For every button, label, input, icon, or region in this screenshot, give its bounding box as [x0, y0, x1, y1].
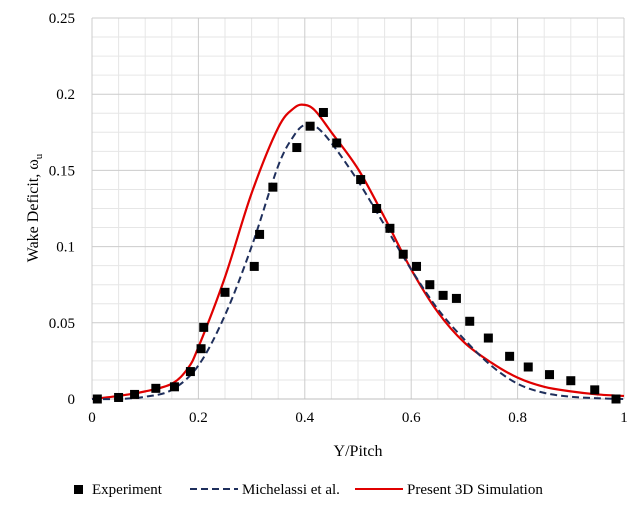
experiment-point — [545, 370, 555, 380]
experiment-point — [398, 249, 408, 259]
x-axis-title: Y/Pitch — [334, 443, 383, 460]
y-axis-title: Wake Deficit, ωu — [25, 153, 45, 262]
experiment-point — [169, 382, 179, 392]
x-tick-label: 1 — [620, 410, 628, 426]
michelassi-curve — [91, 122, 625, 401]
legend: Experiment Michelassi et al. Present 3D Si… — [74, 482, 543, 498]
x-tick-label: 0.2 — [189, 410, 208, 426]
y-tick-label: 0.1 — [56, 240, 75, 256]
legend-label: Michelassi et al. — [242, 482, 340, 498]
series-layer — [91, 103, 625, 404]
tick-labels: 0 0.2 0.4 0.6 0.8 1 0 0.05 0.1 0.15 0.2 0.25 — [49, 11, 628, 426]
experiment-point — [465, 316, 475, 326]
x-tick-label: 0 — [88, 410, 96, 426]
experiment-point — [185, 367, 195, 377]
experiment-point — [249, 261, 259, 271]
legend-item: Present 3D Simulation — [355, 482, 543, 498]
experiment-point — [199, 322, 209, 332]
series-michelassi-et-al — [91, 122, 625, 401]
experiment-point — [451, 293, 461, 303]
experiment-point — [332, 138, 342, 148]
experiment-point — [438, 290, 448, 300]
experiment-point — [151, 383, 161, 393]
experiment-point — [114, 392, 124, 402]
y-tick-label: 0 — [68, 392, 76, 408]
experiment-point — [305, 121, 315, 131]
x-tick-label: 0.6 — [402, 410, 421, 426]
experiment-point — [412, 261, 422, 271]
y-tick-label: 0.25 — [49, 11, 75, 27]
experiment-point — [196, 344, 206, 354]
experiment-point — [255, 229, 265, 239]
legend-item: Experiment — [74, 482, 163, 498]
experiment-point — [566, 376, 576, 386]
legend-label: Experiment — [92, 482, 163, 498]
y-axis-title-main: Wake Deficit, ω — [25, 159, 42, 262]
experiment-point — [292, 143, 302, 153]
experiment-point — [372, 204, 382, 213]
y-axis-title-subscript: u — [33, 153, 45, 159]
experiment-point — [483, 333, 493, 343]
y-tick-label: 0.2 — [56, 87, 75, 103]
experiment-point — [220, 287, 230, 297]
experiment-point — [505, 351, 515, 361]
legend-marker-square — [74, 485, 83, 494]
grid-lines — [91, 17, 625, 400]
x-tick-label: 0.4 — [295, 410, 314, 426]
experiment-point — [425, 280, 435, 290]
series-experiment — [92, 107, 621, 404]
experiment-point — [318, 107, 328, 117]
experiment-point — [268, 182, 278, 192]
experiment-point — [385, 223, 395, 233]
experiment-point — [590, 385, 600, 395]
legend-label: Present 3D Simulation — [407, 482, 543, 498]
y-tick-label: 0.15 — [49, 163, 75, 179]
experiment-point — [356, 175, 366, 185]
y-tick-label: 0.05 — [49, 316, 75, 332]
x-tick-label: 0.8 — [508, 410, 527, 426]
experiment-point — [523, 362, 533, 372]
legend-item: Michelassi et al. — [190, 482, 340, 498]
experiment-point — [611, 394, 621, 404]
experiment-point — [92, 394, 102, 404]
experiment-point — [130, 389, 140, 399]
